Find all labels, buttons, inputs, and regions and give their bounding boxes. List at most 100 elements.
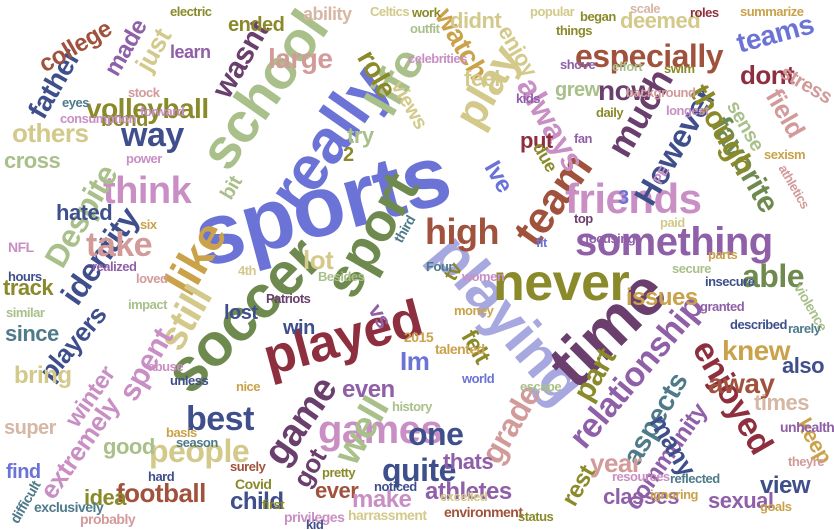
word-granted: granted	[700, 299, 745, 314]
word-football: football	[116, 478, 206, 508]
word-women: women	[462, 269, 505, 284]
word-times: times	[754, 390, 809, 415]
word-loved: loved	[136, 271, 168, 286]
word-knew: knew	[722, 335, 791, 366]
word-feel: feel	[464, 66, 500, 91]
word-hated: hated	[56, 200, 113, 225]
word-even: even	[342, 376, 395, 403]
word-ignoring: ignoring	[650, 487, 699, 502]
word-others: others	[12, 118, 89, 148]
word-forward: forward	[140, 104, 185, 119]
word-goals: goals	[760, 499, 792, 514]
word-six: six	[140, 217, 157, 232]
word-year: year	[590, 448, 642, 478]
word-background: background	[626, 85, 696, 100]
word-roles: roles	[690, 5, 719, 20]
word-harrassment: harrassment	[348, 507, 427, 523]
word-sexual: sexual	[708, 488, 774, 513]
word-money: money	[454, 303, 494, 318]
word-try: try	[347, 123, 374, 148]
word-grew: grew	[555, 79, 600, 101]
word-friends: friends	[565, 175, 702, 222]
word-people: people	[149, 433, 250, 469]
word-shove: shove	[560, 57, 596, 72]
word-things: things	[556, 23, 593, 38]
word-take: take	[86, 226, 153, 264]
word-world: world	[462, 371, 495, 386]
word-hard: hard	[148, 469, 175, 484]
word-focusing: focusing	[585, 231, 636, 246]
word-season: season	[176, 435, 218, 450]
word-four: Four	[426, 259, 453, 274]
word-ended: ended	[228, 14, 285, 36]
word-environment: environment	[444, 504, 523, 520]
word-find: find	[6, 461, 41, 483]
word-first: first	[262, 497, 285, 512]
word-realized: realized	[92, 259, 137, 274]
word-history: history	[392, 399, 432, 414]
word-basis: basis	[166, 425, 197, 440]
word-outfit: outfit	[410, 21, 440, 36]
word-nice: nice	[236, 379, 261, 394]
word-surely: surely	[230, 459, 266, 474]
word-way: way	[121, 116, 184, 154]
word-electric: electric	[170, 4, 212, 19]
word-abuse: abuse	[148, 359, 184, 374]
word-besides: Besides	[318, 269, 365, 284]
word-longest: longest	[666, 103, 709, 118]
word-described: described	[730, 317, 787, 332]
word-learn: learn	[170, 42, 211, 62]
word-work: work	[412, 5, 441, 20]
word-2: 2	[343, 144, 354, 166]
word-effort: effort	[612, 59, 643, 74]
word-good: good	[103, 434, 155, 459]
word-never: never	[493, 254, 630, 312]
word-away: away	[708, 368, 775, 399]
word-large: large	[268, 43, 333, 74]
word-top: top	[574, 211, 593, 226]
word-volleyball: volleyball	[86, 93, 209, 124]
word-now: now	[598, 75, 653, 106]
word-especially: especially	[575, 38, 724, 74]
word-child: child	[230, 488, 284, 515]
word-3: 3	[618, 187, 629, 209]
word-consumption: consumption	[60, 111, 137, 126]
word-reflected: reflected	[670, 471, 720, 486]
word-ability: ability	[303, 4, 352, 24]
word-popular: popular	[530, 4, 575, 19]
word-also: also	[782, 353, 825, 378]
word-kids: kids	[516, 91, 541, 106]
word-classes: classes	[603, 484, 680, 509]
word-games: games	[318, 408, 443, 452]
word-impact: impact	[128, 297, 167, 312]
word-4th: 4th	[238, 263, 257, 278]
word-kid: kid	[306, 517, 324, 530]
word-pretty: pretty	[322, 465, 356, 480]
word-something: something	[575, 220, 773, 264]
word-think: think	[103, 170, 192, 212]
word-thats: thats	[443, 449, 494, 474]
word-since: since	[5, 321, 59, 346]
word-unless: unless	[170, 373, 209, 388]
word-high: high	[425, 211, 499, 252]
word-quite: quite	[382, 452, 456, 488]
word-excelled: excelled	[440, 489, 488, 504]
word-unhealthy: unhealthy	[780, 419, 834, 435]
word-cross: cross	[4, 148, 61, 173]
word-able: able	[742, 258, 805, 294]
word-talented: talented	[435, 341, 485, 357]
word-swim: swim	[664, 61, 695, 76]
word-super: super	[4, 417, 56, 439]
word-sexism: sexism	[764, 147, 806, 162]
word-ive: Ive	[478, 156, 519, 198]
word-similar: similar	[6, 305, 45, 320]
word-track: track	[3, 275, 54, 300]
word-lot: lot	[303, 245, 334, 275]
word-probably: probably	[80, 511, 136, 527]
word-2015: 2015	[404, 329, 434, 345]
word-escape: escape	[520, 379, 562, 394]
word-nfl: NFL	[8, 239, 34, 255]
word-power: power	[126, 151, 162, 166]
word-resources: resources	[612, 469, 670, 484]
word-secure: secure	[672, 261, 711, 276]
